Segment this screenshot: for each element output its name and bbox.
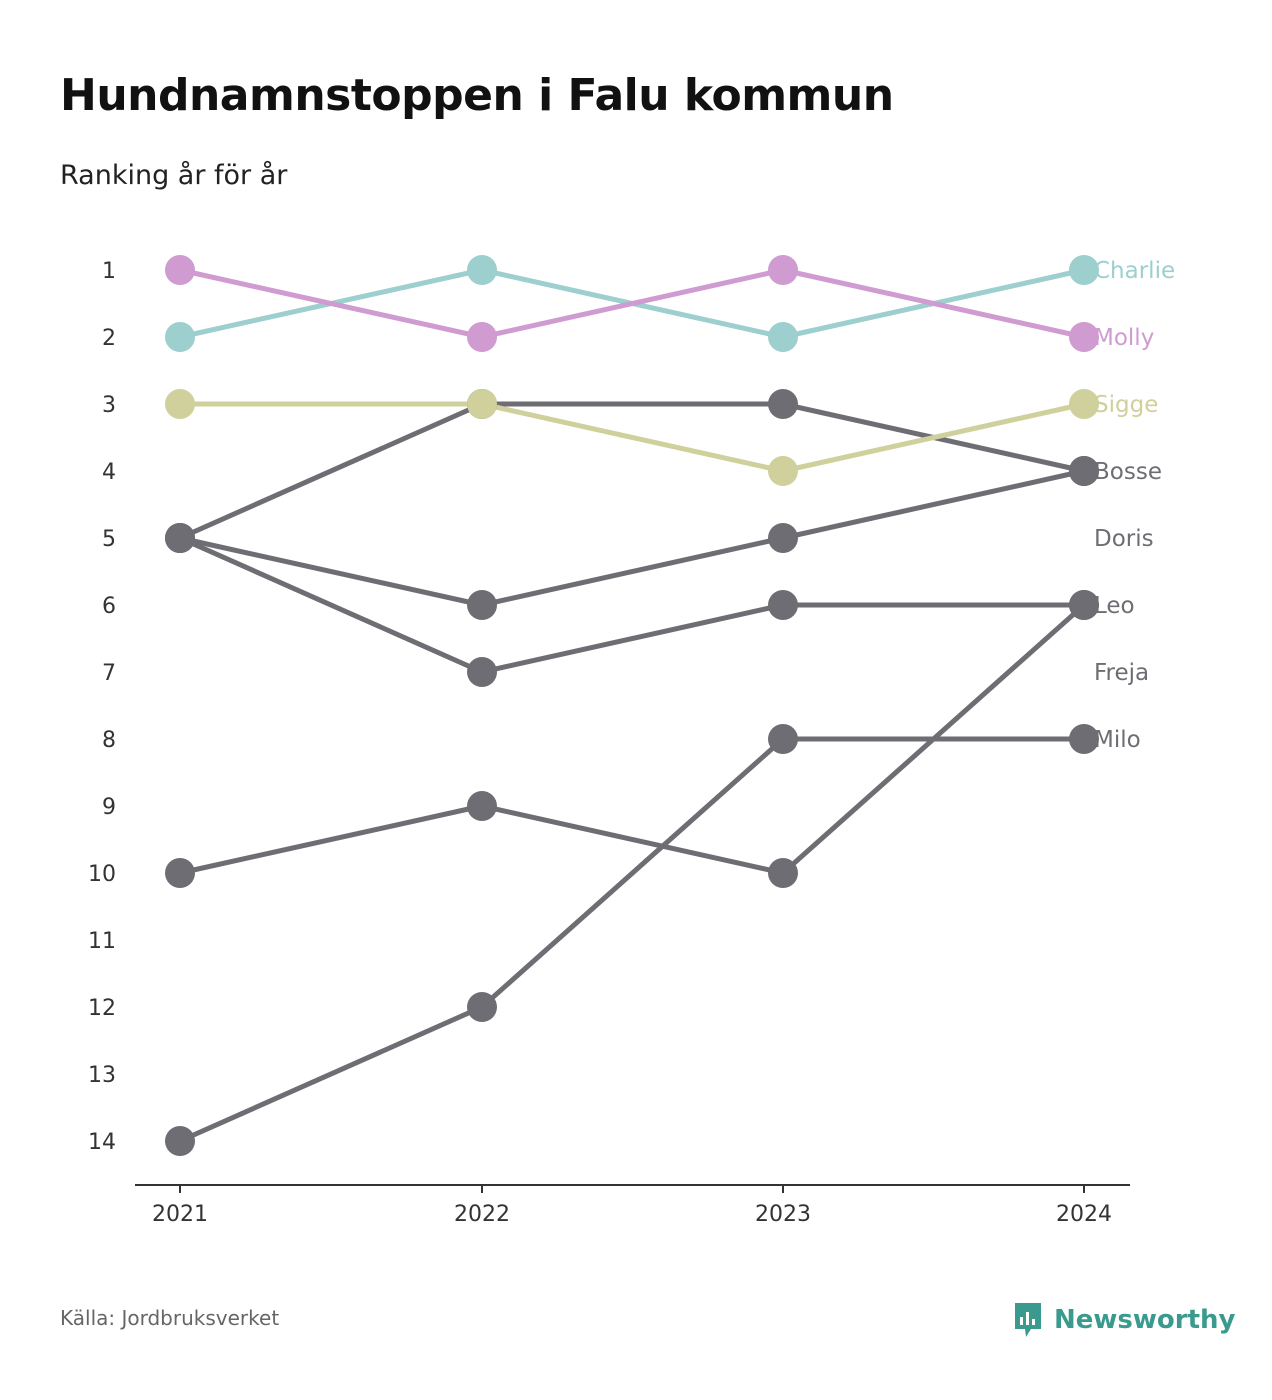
gray-series-lines [177,401,1087,1144]
y-tick-label: 1 [102,259,116,284]
series-point-milo [165,1126,195,1156]
brand-logo: Newsworthy [1012,1298,1235,1342]
newsworthy-logo-icon [1015,1303,1041,1337]
series-line-freja [177,535,1087,675]
series-point-sigge [768,456,798,486]
series-label-doris: Doris [1094,526,1154,552]
series-point-milo [1069,724,1099,754]
series-point-freja [768,590,798,620]
chart-subtitle: Ranking år för år [60,160,288,191]
series-point-molly [467,322,497,352]
series-point-sigge [165,389,195,419]
y-tick-label: 14 [88,1130,116,1155]
series-point-molly [1069,322,1099,352]
series-label-sigge: Sigge [1094,392,1158,418]
series-point-leo [768,858,798,888]
series-point-milo [467,992,497,1022]
series-label-bosse: Bosse [1094,459,1162,485]
series-point-sigge [467,389,497,419]
series-line-sigge [177,401,1087,474]
series-point-leo [165,858,195,888]
source-note: Källa: Jordbruksverket [60,1306,280,1330]
series-point-doris [1069,456,1099,486]
series-point-milo [768,724,798,754]
series-labels: Charlie Molly Sigge Bosse Doris Leo Freja Milo [1094,258,1175,753]
y-tick-label: 10 [88,862,116,887]
series-points [165,255,1099,1156]
y-tick-label: 3 [102,393,116,418]
series-label-molly: Molly [1094,325,1154,351]
series-line-bosse [177,401,1087,541]
y-tick-label: 6 [102,594,116,619]
series-point-doris [467,590,497,620]
y-tick-label: 2 [102,326,116,351]
y-tick-label: 8 [102,728,116,753]
x-axis: 2021 2022 2023 2024 [135,1184,1130,1227]
series-point-bosse [768,389,798,419]
series-point-charlie [768,322,798,352]
series-label-leo: Leo [1094,593,1135,619]
series-point-freja [165,523,195,553]
series-point-leo [467,791,497,821]
y-tick-label: 9 [102,795,116,820]
y-tick-label: 12 [88,996,116,1021]
series-label-milo: Milo [1094,727,1141,753]
chart-title: Hundnamnstoppen i Falu kommun [60,70,894,121]
y-tick-label: 4 [102,460,116,485]
x-tick-label: 2023 [755,1202,811,1227]
series-line-doris [177,468,1087,608]
series-point-sigge [1069,389,1099,419]
series-point-freja [467,657,497,687]
brand-name: Newsworthy [1054,1305,1236,1335]
colored-series-lines [177,267,1087,474]
series-point-charlie [165,322,195,352]
y-tick-label: 11 [88,929,116,954]
series-point-charlie [1069,255,1099,285]
y-tick-label: 13 [88,1063,116,1088]
series-point-molly [768,255,798,285]
y-tick-label: 7 [102,661,116,686]
series-point-molly [165,255,195,285]
series-point-freja [1069,590,1099,620]
series-point-charlie [467,255,497,285]
x-tick-label: 2024 [1056,1202,1112,1227]
series-label-freja: Freja [1094,660,1149,686]
series-label-charlie: Charlie [1094,258,1175,284]
x-tick-label: 2022 [454,1202,510,1227]
series-line-milo [177,736,1087,1144]
y-tick-label: 5 [102,527,116,552]
series-line-molly [177,267,1087,340]
x-tick-label: 2021 [152,1202,208,1227]
series-point-doris [768,523,798,553]
